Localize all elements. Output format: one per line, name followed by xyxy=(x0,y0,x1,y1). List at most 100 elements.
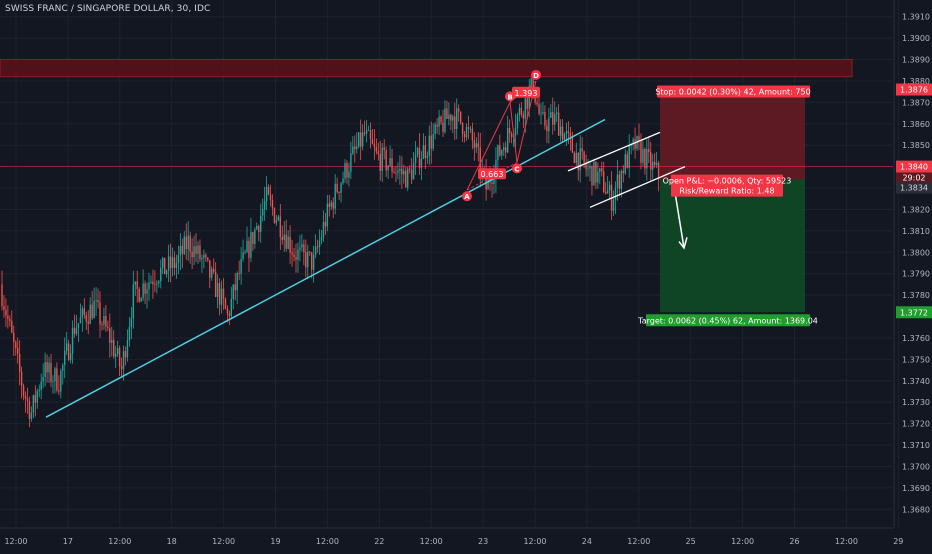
candle-body xyxy=(324,222,327,227)
candle-body xyxy=(138,288,140,302)
candle-body xyxy=(395,172,397,174)
candle-body xyxy=(461,122,464,135)
candle-body xyxy=(640,140,642,163)
target-price-badge: 1.3772 xyxy=(900,308,928,317)
candle-body xyxy=(165,270,168,275)
candle-body xyxy=(273,208,276,223)
candle-body xyxy=(377,151,380,154)
candle-body xyxy=(260,215,262,232)
candle-body xyxy=(546,125,548,132)
candle-body xyxy=(595,161,597,183)
time-tick-label: 22 xyxy=(374,537,384,546)
pattern-point-d-marker xyxy=(531,69,541,80)
stop-price-badge-box xyxy=(896,83,932,96)
time-tick-label: 23 xyxy=(478,537,488,546)
candle-body xyxy=(467,126,470,129)
target-label: Target: 0.0062 (0.45%) 62, Amount: 1369.… xyxy=(637,316,818,325)
candle-body xyxy=(34,395,37,403)
candle-body xyxy=(191,251,193,258)
candle-body xyxy=(299,247,301,250)
candle-body xyxy=(134,281,136,285)
candle-body xyxy=(542,111,544,114)
candle-body xyxy=(318,240,321,248)
candle-body xyxy=(111,339,113,343)
candle-body xyxy=(36,391,38,403)
price-tick-label: 1.3860 xyxy=(902,120,930,129)
candle-body xyxy=(567,131,570,133)
price-tick-label: 1.3780 xyxy=(902,291,930,300)
candle-body xyxy=(348,171,350,178)
labels: A B C D 0.663 1.393 Stop: 0.0042 (0.30%) 42, A… xyxy=(462,69,818,327)
candle-body xyxy=(224,298,227,309)
candle-body xyxy=(248,240,250,258)
time-tick-label: 12:00 xyxy=(212,537,235,546)
candle-body xyxy=(212,268,215,272)
price-axis[interactable]: 1.3910 1.3900 1.3890 1.3880 1.3870 1.3860 1.38… xyxy=(893,0,932,528)
candle-body xyxy=(508,128,511,134)
candle-body xyxy=(587,168,589,170)
time-tick-label: 12:00 xyxy=(4,537,27,546)
uptrend-line[interactable] xyxy=(45,118,606,418)
candle-body xyxy=(297,249,299,260)
candle-body xyxy=(407,168,409,188)
candle-body xyxy=(301,244,303,248)
candle-body xyxy=(150,281,152,283)
candle-body xyxy=(69,353,72,360)
candle-body xyxy=(132,284,135,319)
candle-body xyxy=(612,199,615,211)
price-tick-label: 1.3760 xyxy=(902,334,930,343)
candle-body xyxy=(544,111,546,126)
candle-body xyxy=(336,183,338,192)
time-tick-label: 24 xyxy=(582,537,592,546)
candle-body xyxy=(561,126,564,140)
price-tick-label: 1.3730 xyxy=(902,398,930,407)
candle-body xyxy=(601,168,603,172)
candle-body xyxy=(369,130,372,140)
price-tick-label: 1.3820 xyxy=(902,205,930,214)
candle-body xyxy=(11,320,13,333)
candle-body xyxy=(120,366,123,370)
channel-upper-line[interactable] xyxy=(567,131,661,172)
candle-body xyxy=(485,170,487,190)
candle-body xyxy=(105,315,107,327)
candle-body xyxy=(565,131,568,134)
time-axis[interactable]: 12:00 17 12:00 18 12:00 19 12:00 22 12:00 23 12:00… xyxy=(0,527,903,546)
candle-body xyxy=(391,158,393,172)
price-tick-label: 1.3740 xyxy=(902,377,930,386)
candle-body xyxy=(181,245,184,254)
candle-body xyxy=(420,158,423,168)
candle-body xyxy=(597,171,599,183)
pattern-point-a-marker xyxy=(462,191,472,202)
candle-body xyxy=(97,300,99,303)
candle-body xyxy=(342,178,344,184)
abcd-pattern[interactable] xyxy=(466,80,537,191)
candle-body xyxy=(205,254,207,258)
price-tick-label: 1.3910 xyxy=(902,13,930,22)
supply-zone xyxy=(0,59,853,78)
candle-body xyxy=(154,284,156,286)
candle-body xyxy=(428,135,430,156)
candle-body xyxy=(571,137,574,153)
candle-body xyxy=(230,298,233,316)
candle-body xyxy=(379,153,381,171)
candle-body xyxy=(283,234,285,240)
candle-body xyxy=(328,203,331,207)
candle-body xyxy=(387,165,389,171)
candle-body xyxy=(312,254,315,270)
projection-arrow[interactable] xyxy=(674,192,685,249)
candle-body xyxy=(589,166,591,169)
channel-lower-line[interactable] xyxy=(589,166,686,208)
candle-body xyxy=(244,251,246,253)
candle-body xyxy=(310,252,313,270)
candle-body xyxy=(281,236,283,240)
candle-body xyxy=(365,130,368,134)
price-tick-label: 1.3690 xyxy=(902,484,930,493)
price-tick-label: 1.3890 xyxy=(902,56,930,65)
candle-body xyxy=(650,152,652,170)
candle-body xyxy=(77,323,80,329)
candle-body xyxy=(338,191,340,193)
pattern-point-b: B xyxy=(507,93,512,101)
candle-body xyxy=(171,257,174,268)
